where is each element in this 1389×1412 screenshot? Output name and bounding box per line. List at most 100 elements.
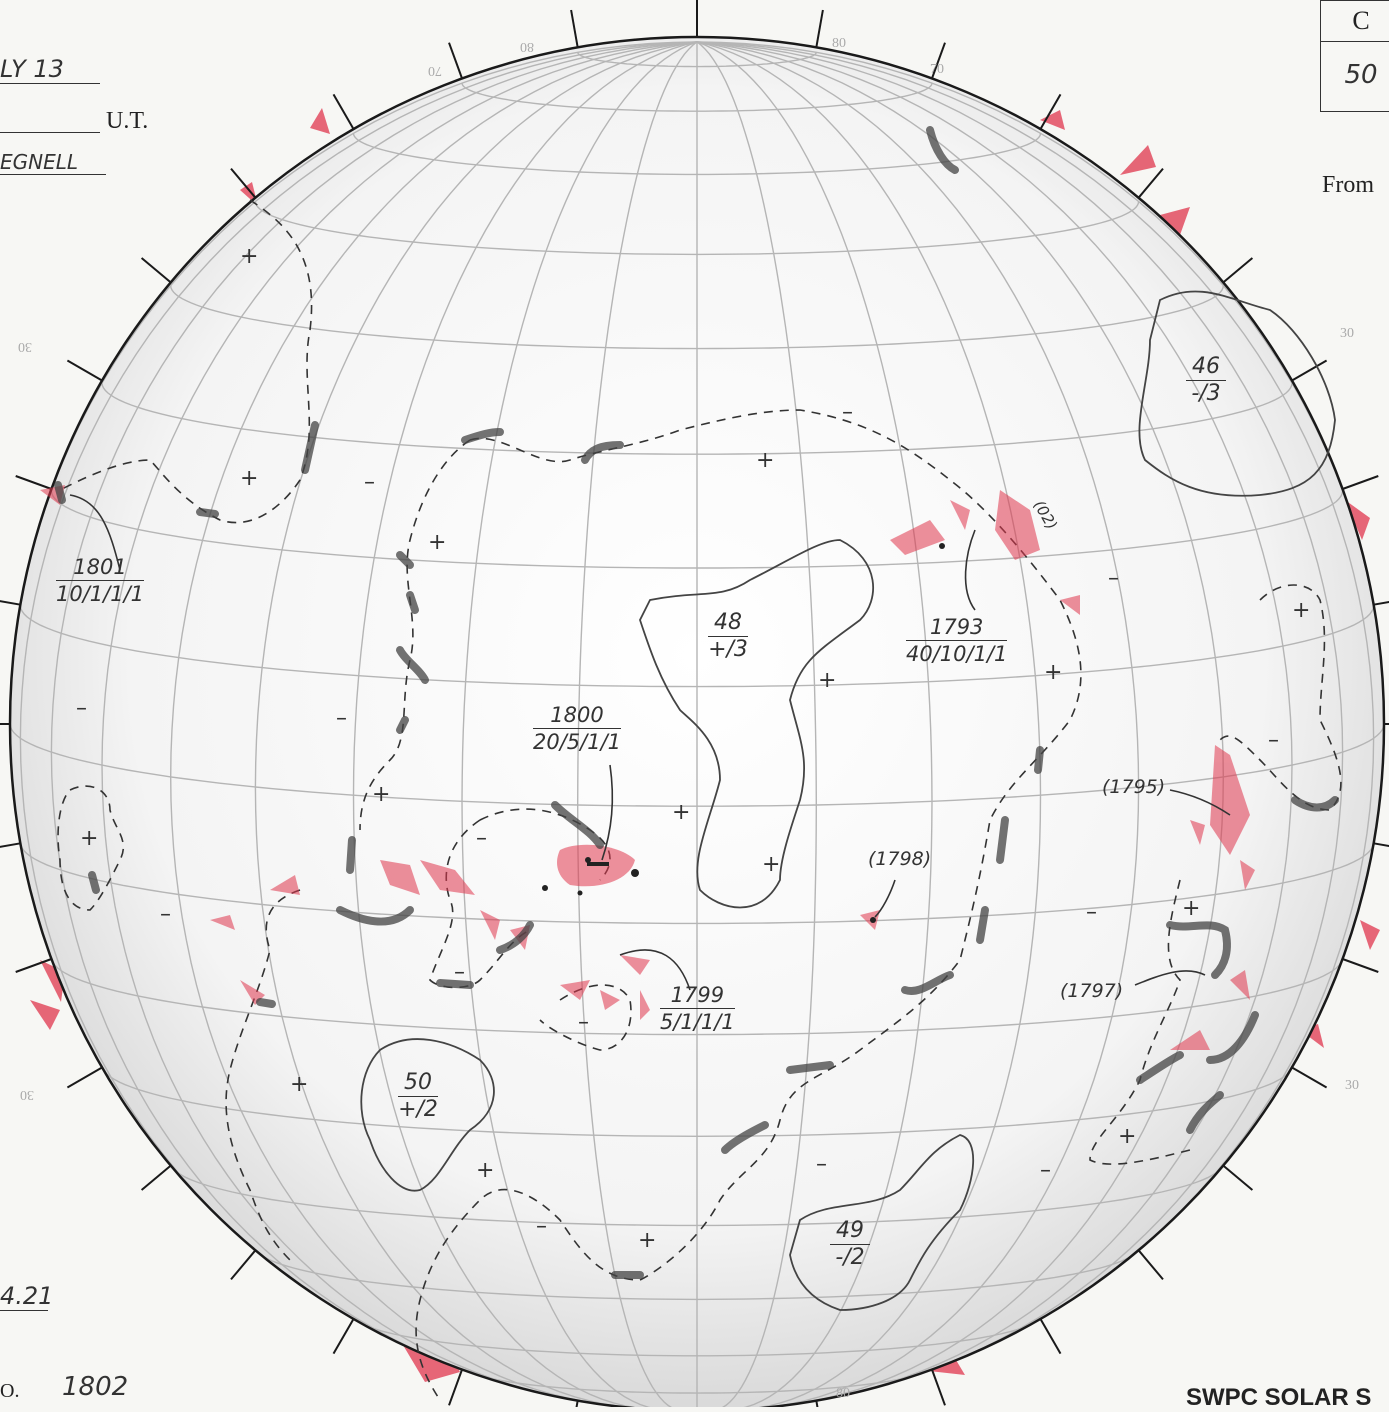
coronal-hole-number: 49 <box>830 1218 870 1245</box>
region-1800: 1800 20/5/1/1 <box>533 702 622 755</box>
polarity-plus-sign: + <box>476 1158 495 1183</box>
sunspots <box>542 543 945 923</box>
polarity-minus-sign: – <box>578 1010 589 1035</box>
polarity-minus-sign: – <box>76 696 87 721</box>
region-1799: 1799 5/1/1/1 <box>660 982 735 1035</box>
limb-tick <box>0 842 21 848</box>
top-label-80b: 80 <box>832 36 846 51</box>
polarity-minus-sign: – <box>816 1152 827 1177</box>
coronal-hole-number: 46 <box>1186 354 1226 381</box>
lat-label-left-bottom: 30 <box>20 1087 34 1102</box>
region-number: 1800 <box>533 702 622 729</box>
footer-number-prefix: O. <box>0 1380 20 1402</box>
limb-tick <box>448 42 463 79</box>
limb-tick <box>575 1400 579 1407</box>
polarity-plus-sign: + <box>818 668 837 693</box>
polarity-minus-sign: – <box>1108 566 1119 591</box>
footer-value: 4.21 <box>0 1282 54 1311</box>
limb-tick <box>66 359 103 382</box>
limb-tick <box>332 1318 355 1355</box>
grid-line <box>254 41 698 1407</box>
limb-tick <box>815 9 824 48</box>
label-1798: (1798) <box>868 848 932 870</box>
table-value: 50 <box>1344 60 1378 90</box>
region-detail: 5/1/1/1 <box>660 1010 735 1034</box>
limb-tick <box>931 1369 946 1406</box>
coronal-hole-value: +/3 <box>708 637 748 662</box>
ut-label: U.T. <box>106 108 149 134</box>
limb-tick <box>1222 257 1254 284</box>
limb-tick <box>230 1249 257 1281</box>
grid-line <box>352 41 698 1407</box>
limb-tick <box>1222 1164 1254 1191</box>
limb-tick <box>140 257 172 284</box>
polarity-plus-sign: + <box>1182 896 1201 921</box>
polarity-plus-sign: + <box>762 852 781 877</box>
limb-tick <box>448 1369 463 1406</box>
grid-line <box>19 41 698 1285</box>
grid-line <box>696 41 1375 1285</box>
from-label: From <box>1322 172 1375 198</box>
coronal-hole-number: 48 <box>708 610 748 637</box>
polarity-plus-sign: + <box>80 826 99 851</box>
polarity-plus-sign: + <box>638 1228 657 1253</box>
polarity-plus-sign: + <box>1118 1124 1137 1149</box>
coronal-hole-label-46: 46 -/3 <box>1186 354 1226 407</box>
limb-tick <box>332 93 355 130</box>
limb-tick <box>1291 359 1328 382</box>
polarity-plus-sign: + <box>756 448 775 473</box>
grid-line <box>696 41 1293 1397</box>
coronal-hole-50 <box>360 1038 495 1192</box>
limb-tick <box>1039 93 1062 130</box>
limb-tick <box>1291 1066 1328 1089</box>
limb-tick <box>1342 958 1379 973</box>
polarity-minus-sign: – <box>476 826 487 851</box>
region-detail: 40/10/1/1 <box>906 642 1008 666</box>
coronal-hole-number: 50 <box>398 1070 438 1097</box>
polarity-plus-sign: + <box>1292 598 1311 623</box>
polarity-plus-sign: + <box>1044 660 1063 685</box>
polarity-minus-sign: – <box>536 1214 547 1239</box>
limb-tick <box>1373 842 1389 848</box>
footer-title: SWPC SOLAR S <box>1186 1384 1372 1411</box>
top-label-70b: 70 <box>930 62 944 77</box>
polarity-plus-sign: + <box>428 530 447 555</box>
region-number: 1799 <box>660 982 735 1009</box>
polarity-plus-sign: + <box>672 800 691 825</box>
grid-line <box>696 41 818 1407</box>
lat-label-left-top: 30 <box>18 339 32 354</box>
polarity-minus-sign: – <box>1268 728 1279 753</box>
limb-tick <box>15 475 52 490</box>
limb-tick <box>230 167 257 199</box>
grid-line <box>696 41 1344 1376</box>
grid-line <box>50 41 698 1376</box>
region-1793: 1793 40/10/1/1 <box>906 614 1008 667</box>
coronal-hole-49 <box>789 1134 975 1311</box>
limb-tick <box>1039 1318 1062 1355</box>
limb-tick <box>570 9 579 48</box>
ut-blank <box>0 132 100 133</box>
grid-line <box>696 41 1225 1403</box>
region-1801: 1801 10/1/1/1 <box>56 554 145 607</box>
limb-tick <box>1373 600 1389 606</box>
polarity-minus-sign: – <box>454 960 465 985</box>
coronal-hole-value: -/2 <box>835 1245 865 1270</box>
grid-line <box>169 41 698 1403</box>
polarity-minus-sign: – <box>842 400 853 425</box>
top-label-80a: 80 <box>520 39 534 54</box>
polarity-minus-sign: – <box>1086 900 1097 925</box>
coronal-hole-label-50: 50 +/2 <box>398 1070 438 1123</box>
date-fragment: LY 13 <box>0 55 100 84</box>
coronal-hole-label-49: 49 -/2 <box>830 1218 870 1271</box>
polarity-plus-sign: + <box>240 466 259 491</box>
label-1797: (1797) <box>1060 980 1124 1002</box>
observer-fragment: EGNELL <box>0 150 106 175</box>
coronal-hole-value: -/3 <box>1191 381 1221 406</box>
grid-line <box>576 41 698 1407</box>
filaments <box>54 126 1339 1279</box>
grid-line <box>696 41 1140 1407</box>
polarity-plus-sign: + <box>240 244 259 269</box>
limb-tick <box>1342 475 1379 490</box>
coronal-hole-label-48: 48 +/3 <box>708 610 748 663</box>
lat-label-right-bottom: 30 <box>1345 1078 1359 1093</box>
